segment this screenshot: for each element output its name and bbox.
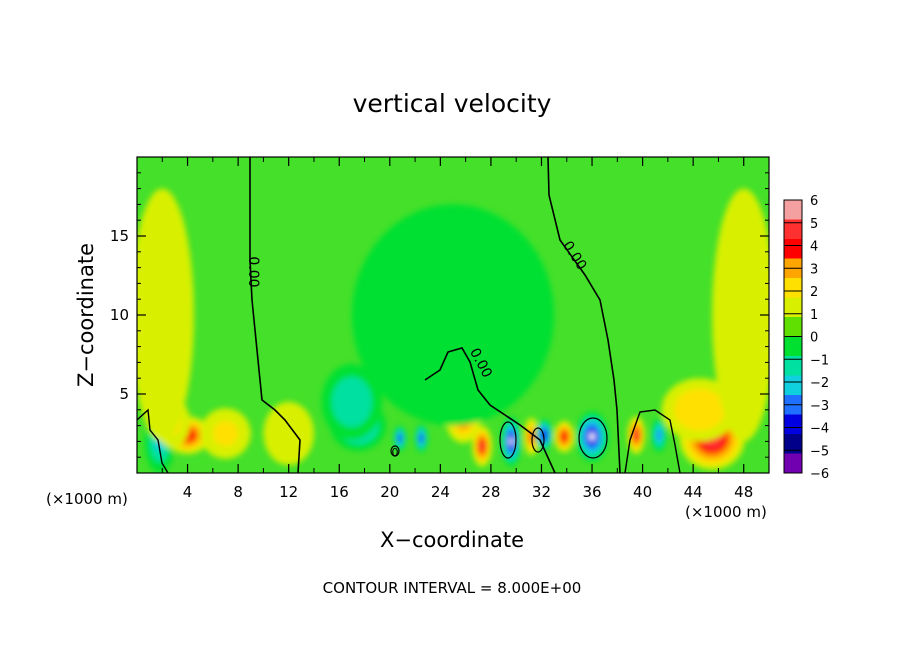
zero-contour-cell-1 — [390, 445, 400, 457]
colorbar-swatch — [784, 219, 802, 240]
colorbar-label: −4 — [810, 422, 829, 437]
field-cell-4-level-1 — [276, 417, 302, 450]
x-tick-label: 32 — [532, 483, 551, 501]
x-tick-label: 44 — [684, 483, 703, 501]
contour-interval-note: CONTOUR INTERVAL = 8.000E+00 — [323, 579, 582, 597]
colorbar-swatch — [784, 414, 802, 435]
colorbar-label: 4 — [810, 240, 818, 255]
colorbar-swatch — [784, 336, 802, 357]
x-axis: 4 8 12 16 20 24 28 32 36 40 44 48 — [161, 157, 753, 501]
field-cell-15-level-5 — [589, 432, 595, 441]
colorbar-swatch — [784, 434, 802, 454]
field-cell-17-level-3 — [657, 430, 661, 440]
field-cell-7-level-4 — [398, 435, 402, 441]
field-cell-19-level-2 — [686, 399, 713, 421]
contour-label-left: 0.00 — [245, 256, 261, 287]
colorbar-swatch — [784, 200, 802, 220]
x-unit-left: (×1000 m) — [46, 490, 128, 508]
colorbar-swatch — [784, 317, 802, 337]
colorbar-label: −3 — [810, 399, 829, 414]
x-tick-label: 24 — [431, 483, 450, 501]
plot-area: 0.00 0.00 0.00 0 — [137, 157, 769, 473]
colorbar: 6 5 4 3 2 1 0 −1 −2 −3 −4 −5 −6 — [783, 194, 829, 482]
zero-contour-lower-right — [624, 409, 681, 473]
colorbar-swatch — [784, 453, 802, 474]
velocity-field — [137, 188, 769, 473]
field-cell-6-level-2 — [341, 389, 362, 415]
field-cell-21-level-0 — [137, 188, 194, 442]
chart-title: vertical velocity — [353, 89, 552, 118]
x-tick-label: 28 — [481, 483, 500, 501]
y-tick-label: 10 — [110, 306, 129, 324]
field-cell-10-level-4 — [480, 442, 485, 451]
colorbar-label: 2 — [810, 285, 818, 300]
zero-contour-cell-4 — [531, 427, 545, 453]
zero-contours — [137, 157, 681, 473]
zero-contour-lower-left — [137, 408, 169, 473]
colorbar-label: −6 — [810, 467, 829, 482]
x-unit-right: (×1000 m) — [685, 503, 767, 521]
colorbar-swatch — [784, 278, 802, 298]
x-axis-label: X−coordinate — [380, 528, 524, 552]
x-tick-label: 16 — [330, 483, 349, 501]
zero-contour-right — [547, 157, 621, 473]
x-tick-label: 20 — [380, 483, 399, 501]
colorbar-swatch — [784, 239, 802, 259]
y-tick-label: 15 — [110, 227, 129, 245]
field-cell-22-level-0 — [351, 204, 555, 426]
colorbar-label: 6 — [810, 194, 818, 209]
colorbar-label: 5 — [810, 217, 818, 232]
colorbar-label: −2 — [810, 376, 829, 391]
zero-contour-cell-3 — [578, 417, 608, 459]
x-tick-label: 12 — [279, 483, 298, 501]
x-tick-label: 36 — [582, 483, 601, 501]
x-tick-label: 4 — [183, 483, 193, 501]
contour-label-small: 0 — [392, 446, 399, 459]
colorbar-label: 0 — [810, 331, 818, 346]
zero-contour-left — [249, 157, 301, 473]
x-tick-label: 48 — [734, 483, 753, 501]
x-tick-label: 8 — [233, 483, 243, 501]
colorbar-swatch — [784, 297, 802, 318]
colorbar-label: 1 — [810, 308, 818, 323]
field-cell-3-level-1 — [212, 420, 239, 447]
y-tick-label: 5 — [119, 385, 129, 403]
field-cell-11-level-5 — [509, 437, 513, 446]
field-cell-20-level-0 — [712, 188, 769, 442]
colorbar-label: 3 — [810, 262, 818, 277]
y-axis: 5 10 15 — [110, 172, 769, 458]
zero-contour-cell-2 — [499, 421, 517, 459]
colorbar-label: −5 — [810, 444, 829, 459]
x-tick-label: 40 — [633, 483, 652, 501]
colorbar-label: −1 — [810, 353, 829, 368]
zero-contour-middle — [424, 347, 556, 473]
colorbar-swatch — [784, 356, 802, 376]
field-cell-8-level-4 — [420, 435, 423, 442]
field-cell-16-level-4 — [634, 431, 639, 439]
field-cell-14-level-4 — [562, 433, 567, 440]
y-axis-label: Z−coordinate — [74, 243, 98, 387]
colorbar-swatch — [784, 375, 802, 396]
